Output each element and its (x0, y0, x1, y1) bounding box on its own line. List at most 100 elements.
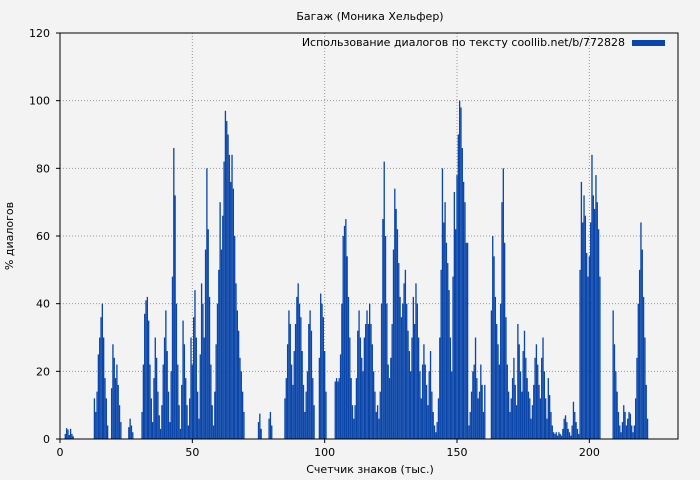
legend-swatch (632, 40, 665, 46)
bar (120, 422, 122, 439)
bar (436, 422, 438, 439)
bar (341, 303, 343, 439)
bar (337, 381, 339, 439)
bar (365, 323, 367, 439)
bar (345, 219, 347, 439)
bar (542, 337, 544, 439)
bar (620, 432, 622, 439)
bar (200, 283, 203, 439)
bar (406, 303, 408, 439)
bar (294, 323, 297, 439)
bar (563, 418, 565, 439)
bar (198, 418, 200, 439)
bar (118, 405, 121, 439)
bar (443, 222, 445, 439)
bar (644, 337, 646, 439)
bar (567, 428, 569, 439)
bar (162, 364, 164, 439)
bar (407, 330, 409, 439)
bar (165, 310, 167, 439)
bar (582, 222, 584, 439)
bar (128, 427, 130, 439)
bar (548, 395, 551, 439)
chart-title: Багаж (Моника Хельфер) (296, 10, 443, 23)
bar (223, 161, 225, 440)
x-tick-label: 200 (579, 446, 600, 459)
bar (211, 405, 213, 439)
bar (415, 283, 417, 439)
bar (240, 371, 242, 439)
bar (106, 425, 109, 439)
bar (174, 195, 176, 439)
bar (284, 398, 286, 439)
bar (477, 398, 479, 439)
bar (625, 425, 628, 439)
bar (158, 415, 160, 439)
bar (169, 422, 171, 439)
bar (173, 148, 175, 440)
bar (369, 303, 371, 439)
bar (309, 310, 311, 439)
bar (374, 391, 376, 439)
bar (439, 337, 441, 439)
bar (190, 337, 192, 439)
bar (222, 215, 224, 439)
bar (576, 428, 579, 439)
bar (359, 337, 362, 439)
bar (645, 384, 647, 439)
bar (195, 337, 197, 439)
bar (448, 290, 450, 439)
bar (207, 229, 209, 439)
bar (384, 236, 387, 439)
bar (572, 401, 575, 439)
bar (293, 351, 295, 439)
bar (300, 317, 302, 439)
bar (216, 303, 219, 439)
bar (496, 323, 498, 439)
bar (541, 357, 543, 439)
bar (480, 364, 482, 439)
y-tick-label: 100 (29, 95, 50, 108)
bar (535, 344, 538, 439)
bar (269, 411, 272, 439)
bar (424, 364, 426, 439)
bar (151, 422, 154, 439)
bar (455, 229, 457, 439)
bar (239, 357, 241, 439)
bar (472, 371, 474, 439)
bar (519, 371, 522, 439)
bar (566, 422, 568, 439)
bar (220, 249, 223, 439)
bar (624, 411, 626, 439)
bar (302, 384, 305, 439)
bar (421, 364, 424, 439)
bar (613, 344, 616, 439)
bar (227, 134, 229, 439)
legend-label: Использование диалогов по тексту coollib… (302, 36, 625, 49)
bar (379, 391, 381, 439)
bar (398, 263, 400, 439)
bar (433, 425, 436, 439)
bar (412, 296, 414, 439)
bar (155, 357, 158, 439)
bar (468, 425, 470, 439)
bar (202, 303, 204, 439)
bar (619, 425, 621, 439)
bar (554, 433, 556, 439)
bar (387, 364, 389, 439)
bar (357, 330, 359, 439)
y-tick-label: 60 (36, 230, 50, 243)
bar (157, 391, 159, 439)
bar (296, 296, 298, 439)
bar (167, 391, 170, 439)
bar (236, 310, 238, 439)
bar (318, 357, 321, 439)
bar (564, 415, 567, 439)
bar (515, 405, 518, 439)
bar (297, 283, 299, 439)
bar (428, 371, 430, 439)
bar (97, 354, 100, 439)
y-tick-label: 40 (36, 298, 50, 311)
bar (382, 219, 384, 439)
